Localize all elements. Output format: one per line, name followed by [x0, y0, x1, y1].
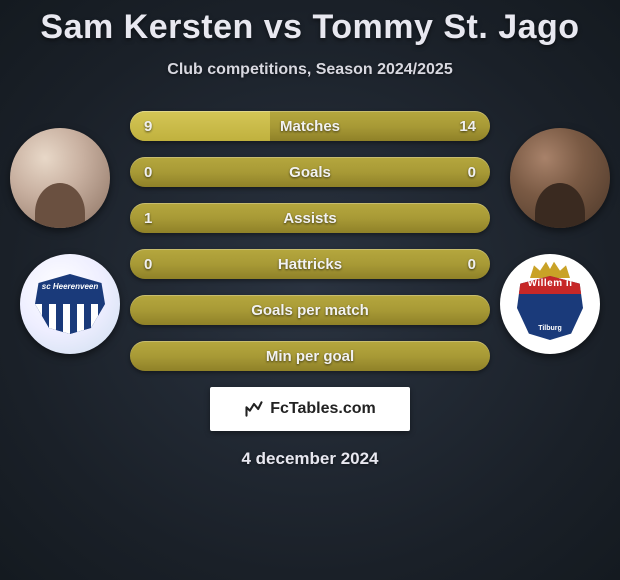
stat-label: Goals [289, 164, 331, 181]
stat-left-value: 1 [144, 210, 152, 227]
stat-right-value: 0 [468, 256, 476, 273]
stat-row-min-per-goal: Min per goal [130, 341, 490, 371]
stat-right-value: 0 [468, 164, 476, 181]
branding-badge[interactable]: FcTables.com [210, 387, 410, 431]
stat-row-goals-per-match: Goals per match [130, 295, 490, 325]
stat-left-value: 9 [144, 118, 152, 135]
player-avatar-right [510, 128, 610, 228]
fctables-logo-icon [244, 399, 264, 419]
date-text: 4 december 2024 [0, 449, 620, 469]
stat-left-value: 0 [144, 164, 152, 181]
stat-label: Assists [283, 210, 336, 227]
willem-shield-icon: Willem II Tilburg [517, 276, 583, 340]
club-right-label-top: Willem II [517, 278, 583, 289]
heerenveen-shield-icon: sc Heerenveen [35, 274, 105, 334]
stat-row-assists: 1 Assists [130, 203, 490, 233]
stat-label: Min per goal [266, 348, 354, 365]
page-title: Sam Kersten vs Tommy St. Jago [0, 0, 620, 47]
stat-label: Hattricks [278, 256, 342, 273]
stat-right-value: 14 [459, 118, 476, 135]
stat-label: Matches [280, 118, 340, 135]
subtitle: Club competitions, Season 2024/2025 [0, 61, 620, 79]
crown-icon [530, 260, 570, 278]
branding-text: FcTables.com [270, 400, 376, 418]
club-right-label-bottom: Tilburg [517, 325, 583, 332]
player-avatar-left [10, 128, 110, 228]
stat-label: Goals per match [251, 302, 369, 319]
club-left-label: sc Heerenveen [35, 282, 105, 291]
stats-container: 9 Matches 14 0 Goals 0 1 Assists 0 Hattr… [130, 111, 490, 371]
stat-row-matches: 9 Matches 14 [130, 111, 490, 141]
stat-left-value: 0 [144, 256, 152, 273]
stat-row-hattricks: 0 Hattricks 0 [130, 249, 490, 279]
club-badge-right: Willem II Tilburg [500, 254, 600, 354]
stat-row-goals: 0 Goals 0 [130, 157, 490, 187]
club-badge-left: sc Heerenveen [20, 254, 120, 354]
